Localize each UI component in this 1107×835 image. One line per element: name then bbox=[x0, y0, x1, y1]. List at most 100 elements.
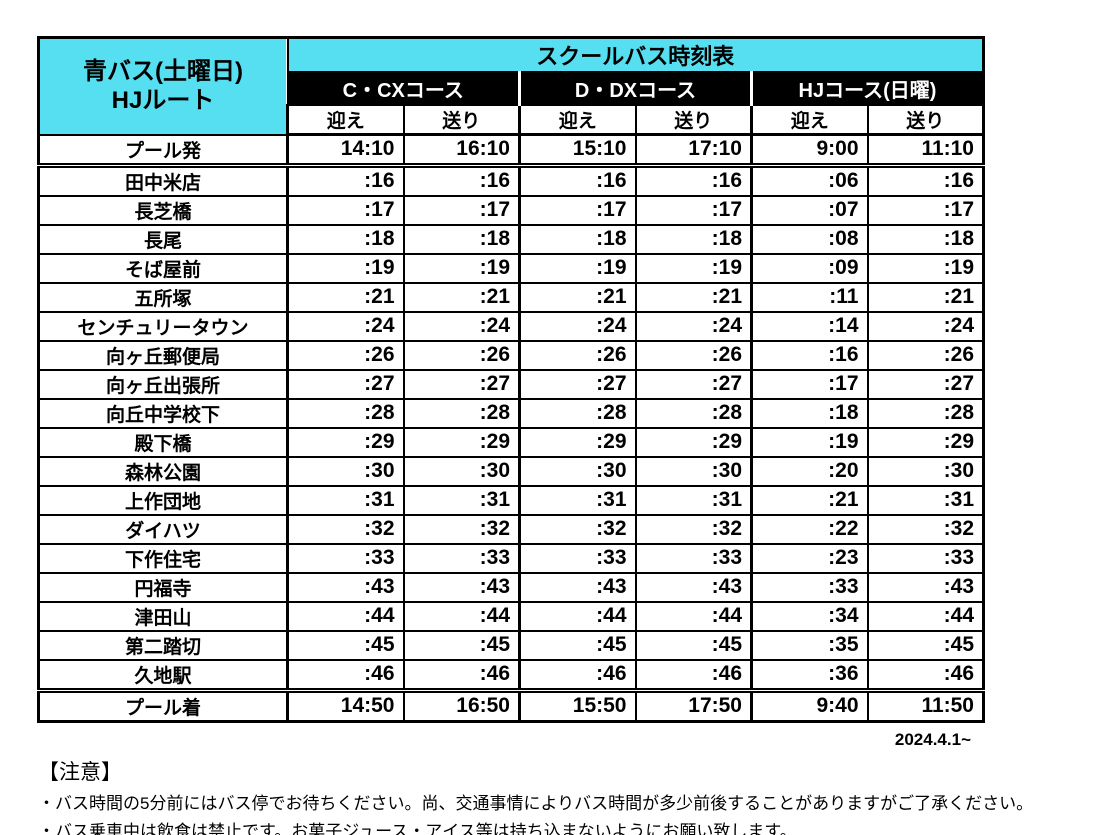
time-cell: :45 bbox=[402, 629, 521, 661]
note-text: ・バス時間の5分前にはバス停でお待ちください。尚、交通事情によりバス時間が多少前… bbox=[38, 793, 1034, 813]
note-item: ・バス時間の5分前にはバス停でお待ちください。尚、交通事情によりバス時間が多少前… bbox=[38, 790, 1107, 818]
stop-name-cell: 第二踏切 bbox=[37, 629, 289, 661]
stop-name-cell: プール発 bbox=[37, 133, 289, 168]
direction-header: 迎え bbox=[518, 104, 637, 136]
time-cell: :19 bbox=[866, 252, 985, 284]
time-cell: :17 bbox=[866, 194, 985, 226]
table-title: スクールバス時刻表 bbox=[286, 36, 985, 73]
pool-departure-row: プール発 14:10 16:10 15:10 17:10 9:00 11:10 bbox=[37, 133, 985, 168]
time-cell: 16:10 bbox=[402, 133, 521, 168]
time-cell: :16 bbox=[402, 164, 521, 197]
time-cell: :33 bbox=[286, 542, 405, 574]
time-cell: :32 bbox=[518, 513, 637, 545]
time-cell: :33 bbox=[402, 542, 521, 574]
time-cell: :35 bbox=[750, 629, 869, 661]
stop-name-cell: 円福寺 bbox=[37, 571, 289, 603]
table-row: 向丘中学校下:28:28:28:28:18:28 bbox=[37, 397, 985, 429]
time-cell: :21 bbox=[866, 281, 985, 313]
time-cell: :20 bbox=[750, 455, 869, 487]
time-cell: :29 bbox=[866, 426, 985, 458]
stop-name-cell: 下作住宅 bbox=[37, 542, 289, 574]
time-cell: 11:50 bbox=[866, 687, 985, 722]
time-cell: :31 bbox=[402, 484, 521, 516]
time-cell: :27 bbox=[518, 368, 637, 400]
table-row: 下作住宅:33:33:33:33:23:33 bbox=[37, 542, 985, 574]
time-cell: :24 bbox=[518, 310, 637, 342]
table-row: 森林公園:30:30:30:30:20:30 bbox=[37, 455, 985, 487]
time-cell: :32 bbox=[634, 513, 753, 545]
table-row: 長芝橋:17:17:17:17:07:17 bbox=[37, 194, 985, 226]
time-cell: :32 bbox=[286, 513, 405, 545]
time-cell: :43 bbox=[286, 571, 405, 603]
time-cell: :36 bbox=[750, 658, 869, 691]
time-cell: 14:50 bbox=[286, 687, 405, 722]
table-row: 津田山:44:44:44:44:34:44 bbox=[37, 600, 985, 632]
time-cell: :44 bbox=[402, 600, 521, 632]
time-cell: 16:50 bbox=[402, 687, 521, 722]
direction-header: 送り bbox=[402, 104, 521, 136]
notes-section: 【注意】 ・バス時間の5分前にはバス停でお待ちください。尚、交通事情によりバス時… bbox=[38, 756, 1107, 835]
table-row: 田中米店:16:16:16:16:06:16 bbox=[37, 164, 985, 197]
table-row: 殿下橋:29:29:29:29:19:29 bbox=[37, 426, 985, 458]
table-row: ダイハツ:32:32:32:32:22:32 bbox=[37, 513, 985, 545]
course-header-ccx: C・CXコース bbox=[286, 71, 521, 106]
time-cell: 14:10 bbox=[286, 133, 405, 168]
time-cell: :18 bbox=[286, 223, 405, 255]
time-cell: :19 bbox=[402, 252, 521, 284]
time-cell: :31 bbox=[518, 484, 637, 516]
time-cell: :28 bbox=[866, 397, 985, 429]
table-row: 五所塚:21:21:21:21:11:21 bbox=[37, 281, 985, 313]
stop-name-cell: 長芝橋 bbox=[37, 194, 289, 226]
time-cell: :22 bbox=[750, 513, 869, 545]
time-cell: :28 bbox=[634, 397, 753, 429]
time-cell: :33 bbox=[634, 542, 753, 574]
time-cell: 17:50 bbox=[634, 687, 753, 722]
time-cell: :24 bbox=[402, 310, 521, 342]
time-cell: 15:50 bbox=[518, 687, 637, 722]
time-cell: :21 bbox=[402, 281, 521, 313]
table-row: センチュリータウン:24:24:24:24:14:24 bbox=[37, 310, 985, 342]
stop-name-cell: 向丘中学校下 bbox=[37, 397, 289, 429]
direction-header: 迎え bbox=[750, 104, 869, 136]
time-cell: :44 bbox=[634, 600, 753, 632]
time-cell: :28 bbox=[518, 397, 637, 429]
time-cell: :16 bbox=[750, 339, 869, 371]
note-item: ・バス乗車中は飲食は禁止です。お菓子ジュース・アイス等は持ち込まないようにお願い… bbox=[38, 818, 1107, 835]
time-cell: :24 bbox=[866, 310, 985, 342]
time-cell: :45 bbox=[286, 629, 405, 661]
stop-name-cell: センチュリータウン bbox=[37, 310, 289, 342]
stop-name-cell: ダイハツ bbox=[37, 513, 289, 545]
stop-name-cell: 五所塚 bbox=[37, 281, 289, 313]
stop-name-cell: 向ヶ丘郵便局 bbox=[37, 339, 289, 371]
time-cell: :26 bbox=[634, 339, 753, 371]
route-title-cell: 青バス(土曜日) HJルート bbox=[37, 36, 289, 136]
time-cell: 9:40 bbox=[750, 687, 869, 722]
time-cell: :29 bbox=[518, 426, 637, 458]
time-cell: :43 bbox=[402, 571, 521, 603]
time-cell: :28 bbox=[402, 397, 521, 429]
table-row: 久地駅:46:46:46:46:36:46 bbox=[37, 658, 985, 691]
time-cell: :27 bbox=[634, 368, 753, 400]
time-cell: :44 bbox=[286, 600, 405, 632]
time-cell: :21 bbox=[750, 484, 869, 516]
table-row: 上作団地:31:31:31:31:21:31 bbox=[37, 484, 985, 516]
stop-name-cell: 田中米店 bbox=[37, 164, 289, 197]
time-cell: :21 bbox=[518, 281, 637, 313]
time-cell: :33 bbox=[866, 542, 985, 574]
direction-header: 送り bbox=[634, 104, 753, 136]
time-cell: :30 bbox=[286, 455, 405, 487]
time-cell: :26 bbox=[518, 339, 637, 371]
time-cell: :09 bbox=[750, 252, 869, 284]
time-cell: :24 bbox=[286, 310, 405, 342]
time-cell: :45 bbox=[866, 629, 985, 661]
time-cell: :27 bbox=[286, 368, 405, 400]
time-cell: :26 bbox=[402, 339, 521, 371]
time-cell: :32 bbox=[866, 513, 985, 545]
pool-arrival-row: プール着 14:50 16:50 15:50 17:50 9:40 11:50 bbox=[37, 687, 985, 722]
time-cell: :33 bbox=[750, 571, 869, 603]
time-cell: :21 bbox=[634, 281, 753, 313]
time-cell: :11 bbox=[750, 281, 869, 313]
time-cell: :30 bbox=[866, 455, 985, 487]
time-cell: :46 bbox=[286, 658, 405, 691]
time-cell: :32 bbox=[402, 513, 521, 545]
